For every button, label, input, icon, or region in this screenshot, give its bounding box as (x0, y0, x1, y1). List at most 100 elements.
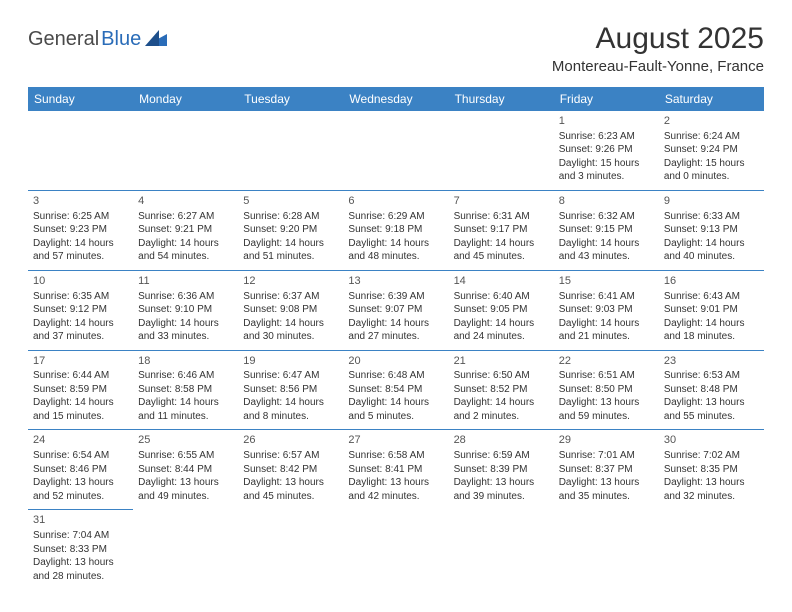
day-number: 5 (243, 194, 338, 209)
sunset-text: Sunset: 8:56 PM (243, 383, 338, 397)
day-number: 23 (664, 354, 759, 369)
sunset-text: Sunset: 8:41 PM (348, 463, 443, 477)
day-number: 24 (33, 433, 128, 448)
day-number: 16 (664, 274, 759, 289)
daylight-text: Daylight: 14 hours and 18 minutes. (664, 317, 759, 344)
sunset-text: Sunset: 9:05 PM (454, 303, 549, 317)
day-number: 12 (243, 274, 338, 289)
daylight-text: Daylight: 15 hours and 0 minutes. (664, 157, 759, 184)
daylight-text: Daylight: 13 hours and 45 minutes. (243, 476, 338, 503)
daylight-text: Daylight: 14 hours and 43 minutes. (559, 237, 654, 264)
calendar-cell: 15Sunrise: 6:41 AMSunset: 9:03 PMDayligh… (554, 270, 659, 350)
daylight-text: Daylight: 14 hours and 40 minutes. (664, 237, 759, 264)
sunset-text: Sunset: 8:42 PM (243, 463, 338, 477)
daylight-text: Daylight: 13 hours and 52 minutes. (33, 476, 128, 503)
calendar-row: 1Sunrise: 6:23 AMSunset: 9:26 PMDaylight… (28, 111, 764, 190)
calendar-body: 1Sunrise: 6:23 AMSunset: 9:26 PMDaylight… (28, 111, 764, 589)
calendar-cell: 29Sunrise: 7:01 AMSunset: 8:37 PMDayligh… (554, 430, 659, 510)
calendar-cell (343, 510, 448, 589)
calendar-cell (554, 510, 659, 589)
calendar-cell: 25Sunrise: 6:55 AMSunset: 8:44 PMDayligh… (133, 430, 238, 510)
day-number: 11 (138, 274, 233, 289)
title-block: August 2025 Montereau-Fault-Yonne, Franc… (552, 22, 764, 75)
day-number: 17 (33, 354, 128, 369)
day-number: 6 (348, 194, 443, 209)
calendar-row: 10Sunrise: 6:35 AMSunset: 9:12 PMDayligh… (28, 270, 764, 350)
daylight-text: Daylight: 14 hours and 27 minutes. (348, 317, 443, 344)
logo-text-blue: Blue (101, 28, 141, 51)
calendar-cell: 30Sunrise: 7:02 AMSunset: 8:35 PMDayligh… (659, 430, 764, 510)
calendar-cell: 24Sunrise: 6:54 AMSunset: 8:46 PMDayligh… (28, 430, 133, 510)
day-header: Thursday (449, 87, 554, 111)
calendar-cell: 11Sunrise: 6:36 AMSunset: 9:10 PMDayligh… (133, 270, 238, 350)
sunrise-text: Sunrise: 6:35 AM (33, 290, 128, 304)
calendar-cell: 21Sunrise: 6:50 AMSunset: 8:52 PMDayligh… (449, 350, 554, 430)
calendar-cell: 9Sunrise: 6:33 AMSunset: 9:13 PMDaylight… (659, 190, 764, 270)
daylight-text: Daylight: 14 hours and 2 minutes. (454, 396, 549, 423)
calendar-cell: 7Sunrise: 6:31 AMSunset: 9:17 PMDaylight… (449, 190, 554, 270)
sunset-text: Sunset: 9:23 PM (33, 223, 128, 237)
calendar-row: 31Sunrise: 7:04 AMSunset: 8:33 PMDayligh… (28, 510, 764, 589)
calendar-cell: 17Sunrise: 6:44 AMSunset: 8:59 PMDayligh… (28, 350, 133, 430)
sunrise-text: Sunrise: 6:43 AM (664, 290, 759, 304)
daylight-text: Daylight: 14 hours and 21 minutes. (559, 317, 654, 344)
day-number: 31 (33, 513, 128, 528)
sunrise-text: Sunrise: 6:58 AM (348, 449, 443, 463)
day-number: 13 (348, 274, 443, 289)
calendar-cell: 20Sunrise: 6:48 AMSunset: 8:54 PMDayligh… (343, 350, 448, 430)
sunset-text: Sunset: 9:21 PM (138, 223, 233, 237)
day-number: 30 (664, 433, 759, 448)
calendar-cell: 14Sunrise: 6:40 AMSunset: 9:05 PMDayligh… (449, 270, 554, 350)
sunrise-text: Sunrise: 6:47 AM (243, 369, 338, 383)
calendar-row: 24Sunrise: 6:54 AMSunset: 8:46 PMDayligh… (28, 430, 764, 510)
calendar-table: Sunday Monday Tuesday Wednesday Thursday… (28, 87, 764, 589)
sunrise-text: Sunrise: 6:41 AM (559, 290, 654, 304)
sunrise-text: Sunrise: 6:50 AM (454, 369, 549, 383)
day-header: Sunday (28, 87, 133, 111)
day-number: 10 (33, 274, 128, 289)
daylight-text: Daylight: 14 hours and 33 minutes. (138, 317, 233, 344)
sunrise-text: Sunrise: 6:29 AM (348, 210, 443, 224)
calendar-cell: 22Sunrise: 6:51 AMSunset: 8:50 PMDayligh… (554, 350, 659, 430)
day-number: 7 (454, 194, 549, 209)
daylight-text: Daylight: 14 hours and 24 minutes. (454, 317, 549, 344)
day-number: 25 (138, 433, 233, 448)
calendar-cell: 1Sunrise: 6:23 AMSunset: 9:26 PMDaylight… (554, 111, 659, 190)
daylight-text: Daylight: 14 hours and 45 minutes. (454, 237, 549, 264)
calendar-cell: 16Sunrise: 6:43 AMSunset: 9:01 PMDayligh… (659, 270, 764, 350)
sunset-text: Sunset: 8:50 PM (559, 383, 654, 397)
day-number: 8 (559, 194, 654, 209)
daylight-text: Daylight: 13 hours and 49 minutes. (138, 476, 233, 503)
daylight-text: Daylight: 13 hours and 55 minutes. (664, 396, 759, 423)
sunrise-text: Sunrise: 6:57 AM (243, 449, 338, 463)
daylight-text: Daylight: 13 hours and 35 minutes. (559, 476, 654, 503)
calendar-cell (133, 510, 238, 589)
sunset-text: Sunset: 9:20 PM (243, 223, 338, 237)
location: Montereau-Fault-Yonne, France (552, 58, 764, 75)
daylight-text: Daylight: 13 hours and 28 minutes. (33, 556, 128, 583)
calendar-cell: 13Sunrise: 6:39 AMSunset: 9:07 PMDayligh… (343, 270, 448, 350)
daylight-text: Daylight: 14 hours and 15 minutes. (33, 396, 128, 423)
calendar-cell: 5Sunrise: 6:28 AMSunset: 9:20 PMDaylight… (238, 190, 343, 270)
sunset-text: Sunset: 9:17 PM (454, 223, 549, 237)
day-number: 26 (243, 433, 338, 448)
sunrise-text: Sunrise: 6:31 AM (454, 210, 549, 224)
daylight-text: Daylight: 14 hours and 51 minutes. (243, 237, 338, 264)
calendar-cell: 4Sunrise: 6:27 AMSunset: 9:21 PMDaylight… (133, 190, 238, 270)
sunset-text: Sunset: 9:01 PM (664, 303, 759, 317)
daylight-text: Daylight: 14 hours and 5 minutes. (348, 396, 443, 423)
daylight-text: Daylight: 14 hours and 37 minutes. (33, 317, 128, 344)
logo-text-gray: General (28, 28, 99, 51)
sunset-text: Sunset: 9:13 PM (664, 223, 759, 237)
calendar-cell (659, 510, 764, 589)
sunset-text: Sunset: 9:10 PM (138, 303, 233, 317)
calendar-cell (28, 111, 133, 190)
day-header-row: Sunday Monday Tuesday Wednesday Thursday… (28, 87, 764, 111)
calendar-row: 17Sunrise: 6:44 AMSunset: 8:59 PMDayligh… (28, 350, 764, 430)
sunrise-text: Sunrise: 6:59 AM (454, 449, 549, 463)
daylight-text: Daylight: 14 hours and 30 minutes. (243, 317, 338, 344)
sunset-text: Sunset: 9:15 PM (559, 223, 654, 237)
calendar-cell (449, 510, 554, 589)
daylight-text: Daylight: 14 hours and 48 minutes. (348, 237, 443, 264)
calendar-cell: 6Sunrise: 6:29 AMSunset: 9:18 PMDaylight… (343, 190, 448, 270)
